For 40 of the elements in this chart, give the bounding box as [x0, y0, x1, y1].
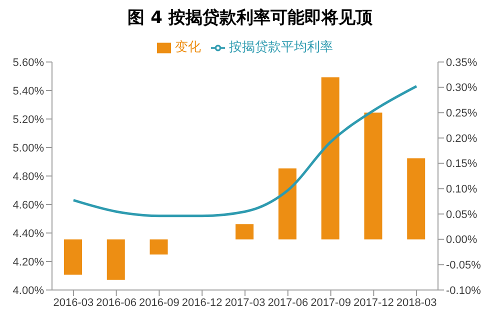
y2-tick-label: 0.30% [446, 82, 478, 94]
y-tick-label: 4.40% [12, 228, 44, 240]
x-tick-label: 2018-03 [396, 296, 437, 309]
bar [150, 239, 168, 255]
x-tick-label: 2016-12 [182, 296, 222, 309]
y-tick-label: 4.20% [12, 256, 44, 268]
x-tick-label: 2017-09 [310, 296, 351, 309]
x-tick-label: 2017-03 [224, 296, 266, 309]
chart-title: 图 4 按揭贷款利率可能即将见顶 [126, 7, 374, 30]
bar [278, 168, 296, 240]
legend-label: 变化 [175, 39, 201, 54]
x-tick-label: 2016-09 [139, 296, 180, 309]
y2-tick-label: 0.35% [446, 56, 478, 69]
y2-tick-label: -0.10% [446, 284, 482, 297]
y-tick-label: 5.00% [12, 142, 44, 154]
y-tick-label: 5.60% [12, 56, 44, 69]
bar [321, 77, 340, 240]
bar [106, 239, 125, 280]
x-tick-label: 2016-03 [53, 296, 94, 309]
x-tick-label: 2017-06 [268, 296, 308, 309]
legend-label: 按揭贷款平均利率 [229, 39, 333, 54]
line-series [72, 84, 418, 218]
x-tick-label: 2016-06 [96, 296, 137, 309]
y2-tick-label: 0.10% [446, 184, 478, 196]
y-tick-label: 4.60% [12, 199, 44, 212]
y2-tick-label: 0.15% [446, 158, 478, 170]
y-tick-label: 4.80% [12, 170, 44, 183]
y2-tick-label: 0.20% [446, 132, 478, 145]
bar [364, 112, 382, 240]
bar [236, 224, 254, 240]
y-tick-label: 4.00% [12, 284, 44, 297]
y-tick-label: 5.40% [12, 85, 44, 98]
y2-tick-label: -0.05% [446, 260, 482, 272]
y2-tick-label: 0.05% [446, 208, 478, 221]
x-tick-label: 2017-12 [353, 296, 394, 309]
bar [64, 239, 82, 275]
y2-tick-label: 0.00% [446, 234, 478, 246]
bar [407, 158, 426, 240]
y-tick-label: 5.20% [12, 114, 44, 126]
y2-tick-label: 0.25% [446, 108, 478, 120]
